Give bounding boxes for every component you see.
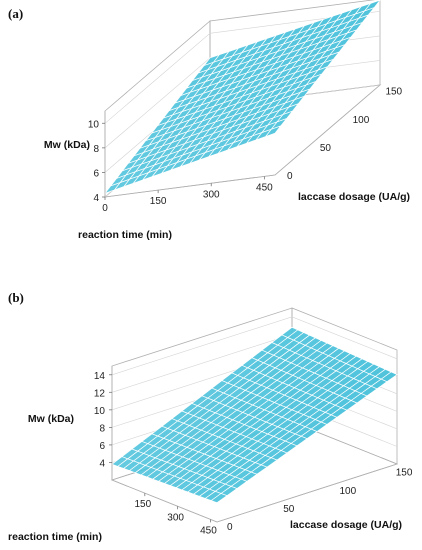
- y-tick-label: 50: [320, 143, 332, 154]
- surface-mesh: [103, 0, 381, 195]
- x-tick-label: 0: [102, 203, 108, 214]
- z-gridline: [104, 11, 381, 124]
- y-axis-line: [216, 463, 398, 523]
- x-tick-label: 150: [134, 499, 151, 510]
- z-tick-label: 6: [99, 441, 105, 452]
- y-tick-label: 0: [227, 522, 233, 533]
- y-tick-label: 0: [287, 171, 293, 182]
- panel-b-label: (b): [8, 290, 24, 305]
- x-tick-label: 450: [200, 525, 217, 536]
- x-tick-label: 300: [167, 512, 184, 523]
- z-tick-label: 4: [93, 193, 99, 204]
- y-tick-label: 100: [340, 486, 357, 497]
- z-tick-label: 12: [94, 388, 106, 399]
- x-tick-label: 150: [150, 196, 167, 207]
- z-tick-label: 8: [99, 423, 105, 434]
- surface-cell: [363, 0, 381, 12]
- z-tick-label: 10: [88, 119, 100, 130]
- surface-mesh: [111, 326, 398, 504]
- x-axis-line: [104, 174, 276, 198]
- z-tick-label: 6: [93, 168, 99, 179]
- surface-chart-b: 150 300 450 0 50 100 150 4 6 8 10 12 14 reaction time…: [8, 307, 413, 543]
- y-tick-label: 50: [283, 504, 295, 515]
- z-axis-title: Mw (kDa): [28, 413, 74, 425]
- surface-cell: [380, 371, 398, 383]
- surface-chart-a: 0 150 300 450 0 50 100 150 4 6 8 10 reaction time (m…: [44, 0, 410, 241]
- y-tick-label: 150: [385, 87, 402, 98]
- z-tick-label: 14: [94, 371, 106, 382]
- y-axis-line: [274, 84, 381, 176]
- x-axis-line: [111, 479, 218, 523]
- x-tick-label: 450: [256, 182, 273, 193]
- x-axis-title: reaction time (min): [8, 531, 102, 543]
- y-tick-label: 100: [353, 115, 370, 126]
- z-gridline: [111, 316, 398, 376]
- z-tick-label: 8: [93, 144, 99, 155]
- panel-a-label: (a): [8, 6, 24, 21]
- y-axis-title: laccase dosage (UA/g): [290, 519, 402, 531]
- x-tick-label: 300: [203, 189, 220, 200]
- z-tick-label: 4: [99, 458, 105, 469]
- x-axis-title: reaction time (min): [78, 229, 172, 241]
- z-tick-label: 10: [94, 406, 106, 417]
- y-tick-label: 150: [396, 468, 413, 479]
- y-axis-title: laccase dosage (UA/g): [298, 191, 410, 203]
- z-axis-title: Mw (kDa): [44, 139, 90, 151]
